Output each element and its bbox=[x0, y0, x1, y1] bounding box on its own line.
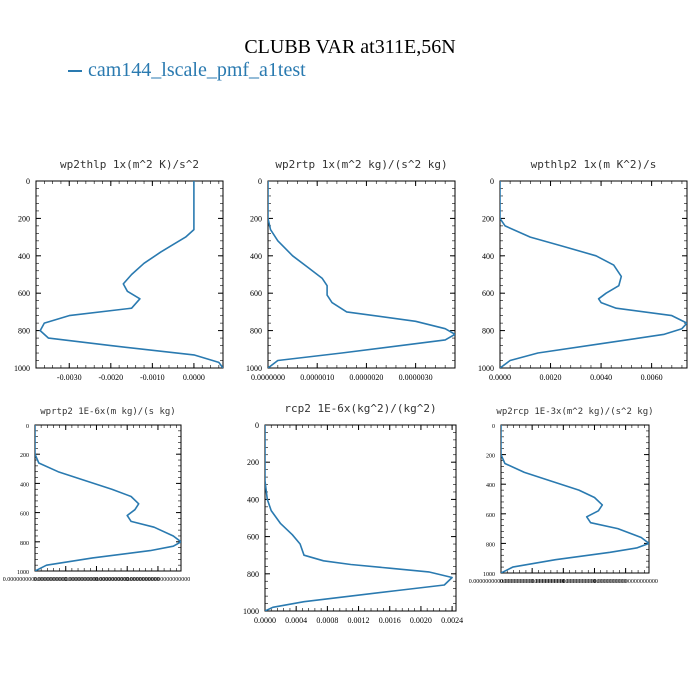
x-tick-label: 0.0020 bbox=[540, 373, 562, 382]
subplot-3: wpthlp2 1x(m K^2)/s020040060080010000.00… bbox=[478, 158, 688, 382]
plot-frame bbox=[35, 180, 224, 369]
legend-label: cam144_lscale_pmf_a1test bbox=[88, 59, 306, 81]
y-tick-label: 400 bbox=[18, 252, 30, 261]
x-tick-label: -0.0020 bbox=[98, 373, 123, 382]
x-tick-label: 0.00000000000000000000 bbox=[64, 577, 129, 583]
y-tick-label: 200 bbox=[250, 214, 262, 223]
plot-frame bbox=[500, 424, 650, 574]
y-tick-label: 1000 bbox=[483, 572, 495, 578]
data-series-line bbox=[501, 425, 649, 573]
subplot-title: wprtp2 1E-6x(m kg)/(s kg) bbox=[40, 407, 175, 417]
plot-frame bbox=[264, 424, 457, 612]
x-tick-label: 0.00000000000000000000 bbox=[562, 579, 627, 585]
x-tick-label: -0.0010 bbox=[140, 373, 165, 382]
y-tick-label: 600 bbox=[482, 289, 494, 298]
y-tick-label: 800 bbox=[20, 541, 29, 547]
x-tick-label: 0.0000010 bbox=[300, 373, 334, 382]
y-tick-label: 600 bbox=[20, 512, 29, 518]
x-tick-label: 0.0000030 bbox=[399, 373, 433, 382]
x-tick-label: 0.00000000000000000000 bbox=[126, 577, 191, 583]
x-tick-label: 0.0040 bbox=[590, 373, 612, 382]
y-tick-label: 600 bbox=[486, 513, 495, 519]
page-title: CLUBB VAR at311E,56N bbox=[244, 36, 456, 58]
y-tick-label: 400 bbox=[247, 495, 259, 504]
y-tick-label: 1000 bbox=[14, 364, 30, 373]
y-tick-label: 400 bbox=[20, 482, 29, 488]
y-tick-label: 200 bbox=[18, 214, 30, 223]
x-tick-label: 0.00000000000000000000 bbox=[95, 577, 160, 583]
data-series-line bbox=[265, 425, 453, 611]
subplot-title: rcp2 1E-6x(kg^2)/(kg^2) bbox=[284, 402, 436, 415]
x-tick-label: 0.0024 bbox=[441, 616, 463, 625]
x-tick-label: 0.00000000000000000000 bbox=[3, 577, 68, 583]
plot-frame bbox=[267, 180, 456, 369]
y-tick-label: 1000 bbox=[478, 364, 494, 373]
x-tick-label: 0.0000 bbox=[254, 616, 276, 625]
y-tick-label: 600 bbox=[18, 289, 30, 298]
x-tick-label: 0.00000000000000000000 bbox=[531, 579, 596, 585]
y-tick-label: 0 bbox=[258, 177, 262, 186]
y-tick-label: 0 bbox=[255, 421, 259, 430]
x-tick-label: 0.00000000000000000000 bbox=[593, 579, 658, 585]
plot-frame bbox=[499, 180, 688, 369]
subplot-title: wpthlp2 1x(m K^2)/s bbox=[531, 158, 657, 171]
x-tick-label: 0.0004 bbox=[285, 616, 307, 625]
x-tick-label: 0.0008 bbox=[316, 616, 338, 625]
y-tick-label: 0 bbox=[492, 424, 495, 430]
y-tick-label: 1000 bbox=[246, 364, 262, 373]
x-tick-label: 0.0020 bbox=[410, 616, 432, 625]
y-tick-label: 200 bbox=[482, 214, 494, 223]
y-tick-label: 400 bbox=[482, 252, 494, 261]
legend-line-swatch bbox=[68, 70, 82, 73]
subplot-5: rcp2 1E-6x(kg^2)/(kg^2) 0 200 400 600 800 1000… bbox=[243, 402, 463, 625]
y-tick-label: 800 bbox=[250, 327, 262, 336]
x-tick-label: 0.0000 bbox=[183, 373, 205, 382]
subplot-title: wp2rcp 1E-3x(m^2 kg)/(s^2 kg) bbox=[496, 407, 653, 417]
y-tick-label: 200 bbox=[20, 453, 29, 459]
data-series-line bbox=[39, 181, 223, 368]
x-tick-label: 0.0000 bbox=[489, 373, 511, 382]
x-tick-label: 0.0012 bbox=[348, 616, 370, 625]
y-tick-label: 400 bbox=[250, 252, 262, 261]
y-tick-label: 200 bbox=[247, 458, 259, 467]
subplot-title: wp2rtp 1x(m^2 kg)/(s^2 kg) bbox=[275, 158, 447, 171]
y-tick-label: 400 bbox=[486, 483, 495, 489]
x-tick-label: 0.0060 bbox=[641, 373, 663, 382]
y-tick-label: 600 bbox=[250, 289, 262, 298]
x-tick-label: 0.0000020 bbox=[349, 373, 383, 382]
x-tick-label: 0.00000000000000000000 bbox=[500, 579, 565, 585]
y-tick-label: 0 bbox=[26, 177, 30, 186]
data-series-line bbox=[35, 425, 181, 571]
y-tick-label: 1000 bbox=[17, 570, 29, 576]
data-series-line bbox=[268, 181, 455, 368]
y-tick-label: 0 bbox=[490, 177, 494, 186]
subplot-title: wp2thlp 1x(m^2 K)/s^2 bbox=[60, 158, 199, 171]
y-tick-label: 800 bbox=[486, 542, 495, 548]
y-tick-label: 200 bbox=[486, 454, 495, 460]
subplot-1: wp2thlp 1x(m^2 K)/s^2 0 200 400 600 800 1000 -0… bbox=[14, 158, 224, 382]
y-tick-label: 800 bbox=[247, 570, 259, 579]
subplot-6: wp2rcp 1E-3x(m^2 kg)/(s^2 kg) 0 200 400 600 8… bbox=[469, 407, 658, 585]
y-tick-label: 1000 bbox=[243, 607, 259, 616]
y-tick-label: 800 bbox=[18, 327, 30, 336]
data-series-line bbox=[500, 181, 687, 368]
legend: cam144_lscale_pmf_a1test bbox=[68, 59, 306, 82]
x-tick-label: 0.0000000 bbox=[251, 373, 285, 382]
plot-frame bbox=[34, 424, 182, 572]
x-tick-label: -0.0030 bbox=[57, 373, 82, 382]
x-tick-label: 0.00000000000000000000 bbox=[33, 577, 98, 583]
y-tick-label: 800 bbox=[482, 327, 494, 336]
y-tick-label: 600 bbox=[247, 533, 259, 542]
subplot-4: wprtp2 1E-6x(m kg)/(s kg) 0 200 400 600 800 10… bbox=[3, 407, 190, 583]
x-tick-label: 0.0016 bbox=[379, 616, 401, 625]
subplot-2: wp2rtp 1x(m^2 kg)/(s^2 kg) 0 200 400 600 800 1… bbox=[246, 158, 456, 382]
y-tick-label: 0 bbox=[26, 424, 29, 430]
x-tick-label: 0.00000000000000000000 bbox=[469, 579, 534, 585]
